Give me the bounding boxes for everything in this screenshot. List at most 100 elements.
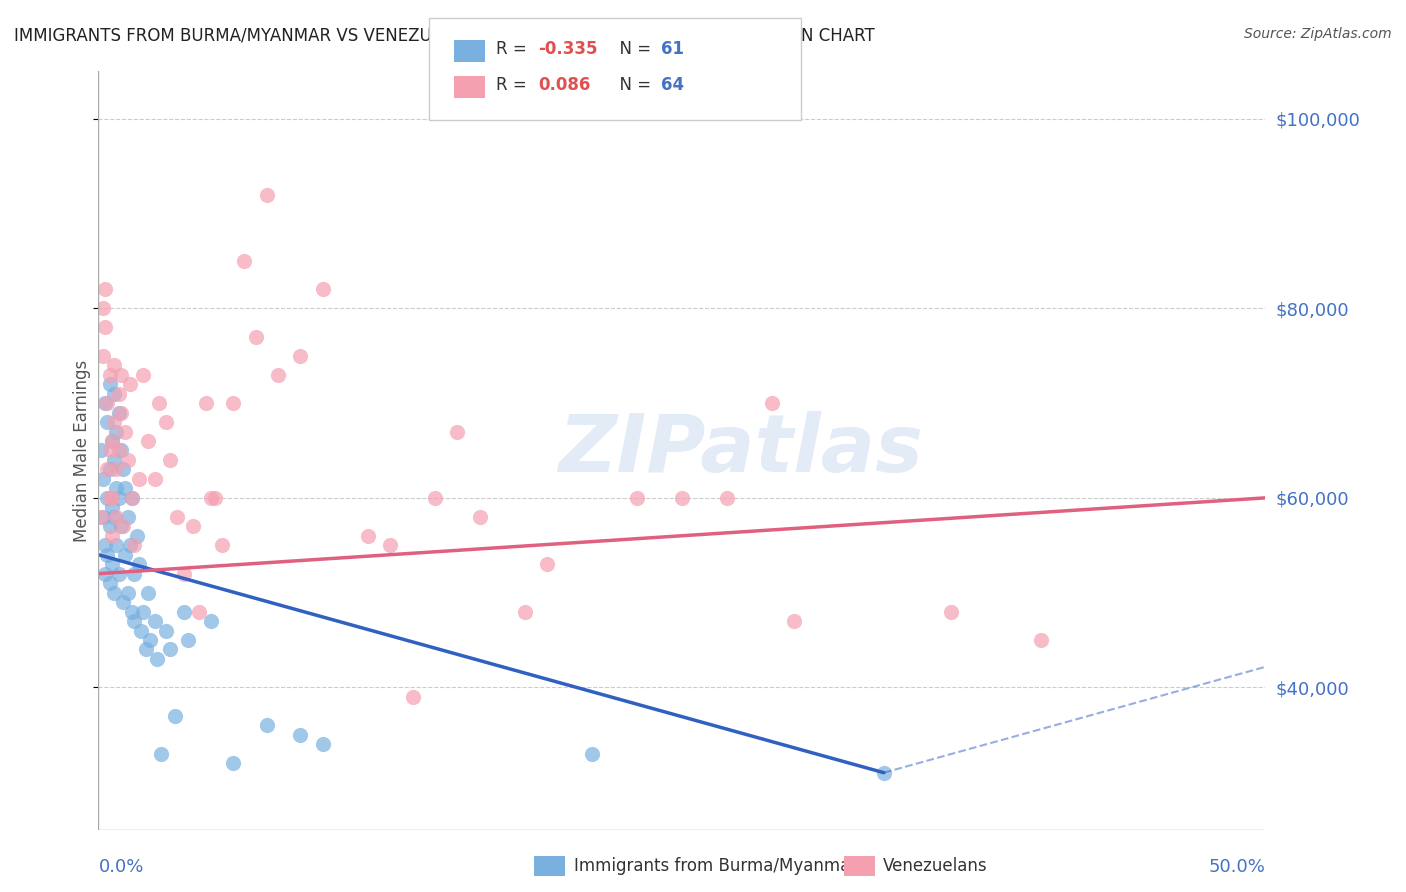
Point: [159, 453, 181, 467]
Point: [103, 585, 125, 599]
Point: [103, 415, 125, 429]
Text: N =: N =: [609, 40, 657, 58]
Point: [290, 728, 312, 742]
Point: [103, 358, 125, 372]
Point: [118, 538, 141, 552]
Point: [96, 462, 118, 476]
Point: [98, 443, 121, 458]
Point: [941, 605, 963, 619]
Point: [101, 529, 124, 543]
Point: [124, 538, 146, 552]
Point: [101, 500, 124, 515]
Point: [290, 349, 312, 363]
Point: [98, 491, 121, 505]
Point: [139, 633, 162, 648]
Point: [96, 548, 118, 562]
Point: [132, 605, 155, 619]
Point: [155, 624, 177, 638]
Point: [135, 642, 157, 657]
Text: 50.0%: 50.0%: [1209, 858, 1265, 876]
Point: [91, 509, 114, 524]
Point: [159, 642, 181, 657]
Point: [105, 462, 128, 476]
Point: [114, 548, 136, 562]
Point: [124, 566, 146, 581]
Point: [103, 509, 125, 524]
Point: [256, 187, 278, 202]
Point: [136, 585, 159, 599]
Point: [98, 462, 121, 476]
Point: [94, 282, 117, 296]
Point: [783, 614, 806, 628]
Point: [128, 557, 150, 572]
Point: [143, 472, 166, 486]
Text: Venezuelans: Venezuelans: [883, 857, 987, 875]
Point: [380, 538, 402, 552]
Point: [96, 415, 118, 429]
Point: [112, 519, 135, 533]
Point: [312, 282, 335, 296]
Point: [200, 491, 222, 505]
Point: [94, 396, 117, 410]
Text: IMMIGRANTS FROM BURMA/MYANMAR VS VENEZUELAN MEDIAN MALE EARNINGS CORRELATION CHA: IMMIGRANTS FROM BURMA/MYANMAR VS VENEZUE…: [14, 27, 875, 45]
Point: [155, 415, 177, 429]
Point: [107, 491, 129, 505]
Point: [1029, 633, 1052, 648]
Point: [107, 443, 129, 458]
Point: [117, 509, 139, 524]
Point: [112, 462, 135, 476]
Point: [132, 368, 155, 382]
Point: [671, 491, 693, 505]
Point: [94, 320, 117, 334]
Point: [267, 368, 290, 382]
Point: [90, 509, 112, 524]
Text: ZIPatlas: ZIPatlas: [558, 411, 922, 490]
Point: [121, 491, 143, 505]
Point: [211, 538, 233, 552]
Point: [581, 747, 603, 761]
Point: [98, 368, 121, 382]
Point: [256, 718, 278, 732]
Point: [150, 747, 173, 761]
Point: [101, 434, 124, 448]
Point: [195, 396, 218, 410]
Point: [118, 377, 141, 392]
Point: [121, 491, 143, 505]
Point: [121, 605, 143, 619]
Point: [117, 585, 139, 599]
Point: [177, 633, 200, 648]
Text: -0.335: -0.335: [538, 40, 598, 58]
Point: [105, 425, 128, 439]
Point: [110, 405, 132, 419]
Point: [107, 386, 129, 401]
Point: [423, 491, 446, 505]
Point: [117, 453, 139, 467]
Point: [114, 482, 136, 496]
Text: Immigrants from Burma/Myanmar: Immigrants from Burma/Myanmar: [574, 857, 856, 875]
Point: [188, 605, 211, 619]
Point: [96, 491, 118, 505]
Point: [468, 509, 491, 524]
Point: [90, 443, 112, 458]
Point: [626, 491, 648, 505]
Point: [105, 509, 128, 524]
Point: [163, 708, 186, 723]
Point: [173, 605, 195, 619]
Point: [166, 509, 188, 524]
Point: [233, 253, 256, 268]
Point: [98, 576, 121, 591]
Point: [222, 756, 245, 771]
Point: [146, 652, 169, 666]
Point: [110, 443, 132, 458]
Y-axis label: Median Male Earnings: Median Male Earnings: [73, 359, 91, 541]
Point: [114, 425, 136, 439]
Point: [91, 349, 114, 363]
Text: 0.0%: 0.0%: [98, 858, 143, 876]
Point: [105, 538, 128, 552]
Point: [245, 329, 267, 343]
Text: R =: R =: [496, 76, 537, 94]
Point: [181, 519, 204, 533]
Point: [716, 491, 738, 505]
Point: [124, 614, 146, 628]
Point: [312, 737, 335, 751]
